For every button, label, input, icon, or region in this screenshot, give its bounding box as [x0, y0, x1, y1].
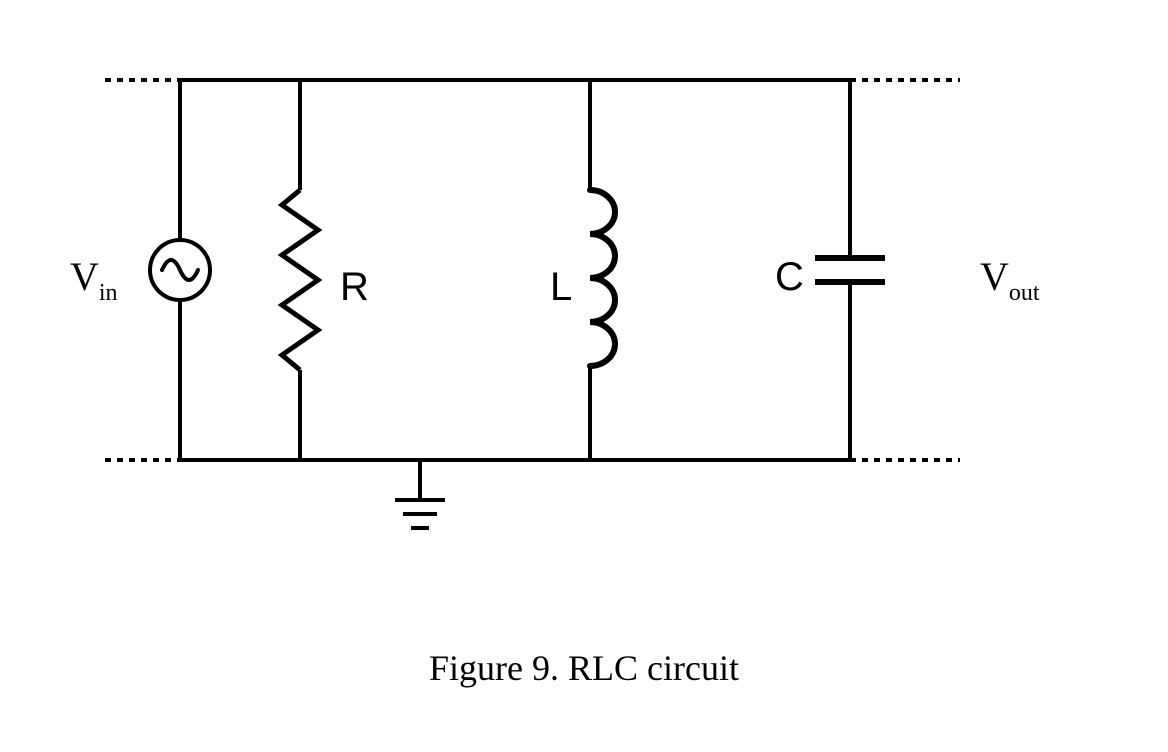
inductor-label: L: [550, 265, 572, 309]
input-port-label: Vin: [70, 254, 118, 306]
inductor: [590, 80, 615, 460]
svg-text:Vin: Vin: [70, 254, 118, 306]
vin-sub: in: [99, 280, 118, 306]
resistor: [282, 80, 318, 460]
resistor-label: R: [340, 265, 369, 309]
rlc-circuit-diagram: Vin Vout R L C Figure 9. RLC circuit: [0, 0, 1168, 752]
capacitor-label: C: [775, 255, 804, 299]
capacitor: [815, 80, 885, 460]
ground-symbol: [395, 460, 445, 528]
svg-text:Vout: Vout: [980, 254, 1040, 306]
figure-caption: Figure 9. RLC circuit: [429, 648, 739, 688]
output-port-label: Vout: [980, 254, 1040, 306]
vout-v: V: [980, 254, 1009, 299]
ac-source: [150, 80, 210, 460]
vin-v: V: [70, 254, 99, 299]
vout-sub: out: [1009, 280, 1040, 306]
